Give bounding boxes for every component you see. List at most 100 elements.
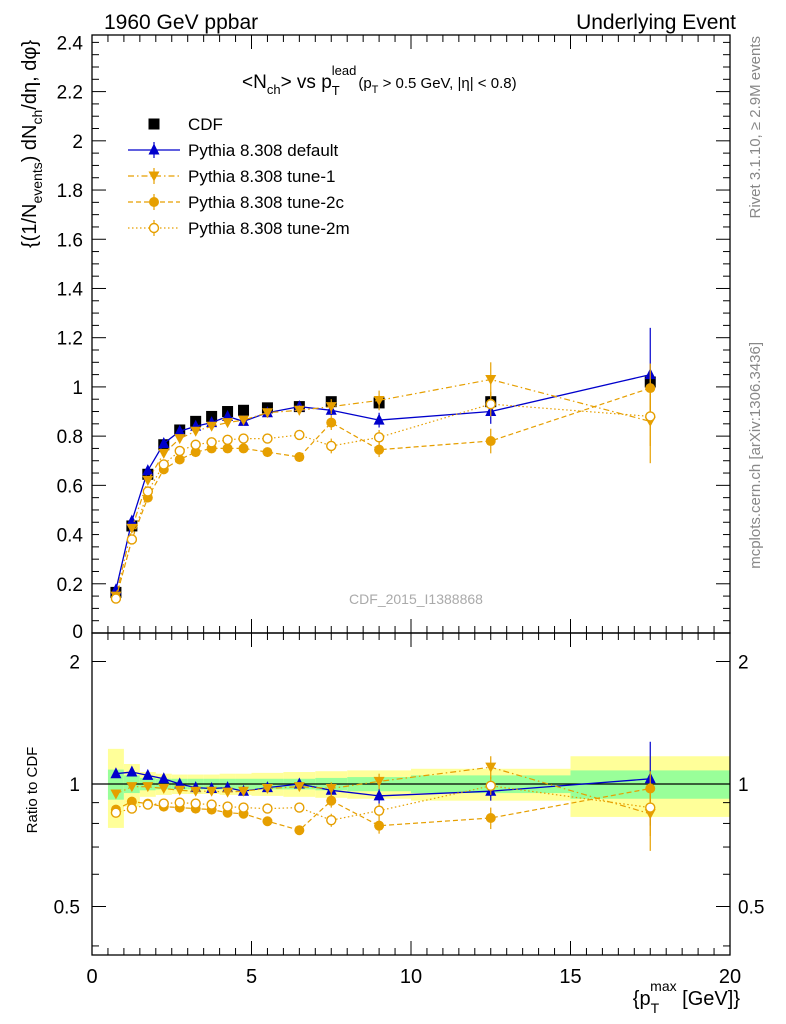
main-point-0-8 (238, 404, 250, 416)
ratio-point-0-0 (110, 767, 122, 779)
ratio-y-tick-label-right-0: 0.5 (738, 897, 764, 918)
mcplots-label: mcplots.cern.ch [arXiv:1306.3436] (747, 342, 764, 569)
x-tick-label-2: 10 (400, 966, 422, 988)
ratio-point-1-1 (126, 782, 138, 793)
ylabel-part-c: /dη, dφ} (19, 40, 41, 110)
main-point-2-3 (158, 448, 170, 459)
ratio-point-1-12 (373, 776, 385, 787)
ratio-point-1-13 (485, 762, 497, 773)
ratio-point-1-7 (222, 787, 234, 798)
main-point-1-3 (158, 437, 170, 449)
main-point-2-9 (261, 408, 273, 419)
main-y-tick-label-0: 0.2 (57, 575, 83, 596)
ratio-panel-marks (110, 741, 656, 851)
ratio-point-3-6 (206, 799, 217, 810)
main-series-line-3 (115, 387, 651, 599)
main-point-4-1 (126, 534, 138, 545)
main-point-2-4 (174, 434, 186, 445)
main-point-2-2 (142, 475, 154, 486)
xlabel-part-b: [GeV]} (677, 988, 741, 1010)
main-point-2-1 (126, 523, 138, 534)
title-part-d: > 0.5 GeV, |η| < 0.8) (378, 75, 516, 92)
main-series-1 (110, 327, 656, 595)
legend-marker-2 (148, 171, 160, 182)
main-point-4-2 (142, 486, 154, 497)
ratio-y-tick-label-left-0: 0.5 (54, 897, 80, 918)
ratio-point-3-3 (158, 798, 169, 809)
ratio-point-1-9 (261, 783, 273, 794)
xlabel-sub: T (651, 1000, 660, 1016)
legend-marker-1 (148, 143, 160, 155)
main-point-4-8 (238, 433, 249, 444)
legend-marker-3 (149, 197, 159, 207)
x-tick-label-3: 15 (559, 966, 581, 988)
ratio-point-0-3 (158, 772, 170, 784)
ratio-point-2-10 (294, 825, 305, 836)
main-series-line-2 (115, 378, 651, 597)
ratio-point-1-5 (190, 786, 202, 797)
ratio-y-tick-label-left-2: 2 (69, 653, 80, 674)
main-point-4-13 (485, 398, 496, 410)
main-y-tick-label-7: 1.6 (57, 230, 83, 251)
main-point-4-0 (110, 593, 122, 604)
ylabel-sub-b: ch (29, 110, 45, 125)
main-point-3-9 (262, 447, 273, 458)
legend-label-3: Pythia 8.308 tune-2c (188, 193, 344, 212)
main-y-tick-label-2: 0.6 (57, 476, 83, 497)
main-y-tick-label-11: 2.4 (57, 33, 84, 54)
main-panel-marks (110, 327, 656, 604)
main-point-2-11 (325, 402, 337, 413)
main-point-4-9 (262, 433, 273, 444)
main-point-2-12 (373, 395, 385, 406)
ratio-point-3-4 (174, 797, 185, 808)
ratio-point-0-2 (142, 768, 154, 780)
ratio-point-3-9 (262, 803, 273, 814)
ratio-y-tick-label-right-1: 1 (738, 775, 749, 796)
ratio-point-2-11 (326, 795, 337, 806)
title-sub-c: T (372, 84, 379, 96)
main-y-tick-label-6: 1.4 (57, 279, 84, 300)
title-part-b: > vs p (281, 72, 332, 93)
title-part-a: <N (242, 72, 267, 93)
ratio-point-3-14 (645, 802, 656, 813)
x-tick-label-4: 20 (719, 966, 741, 988)
title-sub-b: T (332, 83, 340, 98)
main-y-tick-label-5: 1.2 (57, 329, 83, 350)
ylabel-sub-a: events (29, 162, 45, 203)
main-point-1-4 (174, 424, 186, 436)
ratio-point-1-6 (206, 786, 218, 797)
main-point-4-10 (294, 429, 305, 441)
x-tick-label-1: 5 (246, 966, 257, 988)
ratio-point-3-2 (142, 799, 154, 810)
main-y-tick-label-zero: 0 (72, 622, 83, 643)
ratio-point-1-4 (174, 785, 186, 796)
main-point-4-7 (222, 434, 233, 446)
header-left: 1960 GeV ppbar (104, 11, 258, 34)
main-point-2-10 (293, 405, 305, 416)
ratio-point-1-0 (110, 789, 122, 800)
main-y-tick-label-4: 1 (72, 378, 83, 399)
main-y-tick-label-3: 0.8 (57, 427, 83, 448)
main-point-3-8 (238, 443, 249, 454)
main-point-2-6 (206, 421, 218, 432)
ratio-point-0-1 (126, 765, 138, 777)
ratio-point-3-7 (222, 801, 233, 812)
legend-label-4: Pythia 8.308 tune-2m (188, 219, 350, 238)
main-point-3-4 (174, 454, 185, 465)
x-axis-label: {pTmax [GeV]} (633, 978, 741, 1016)
legend-label-0: CDF (188, 115, 223, 134)
ratio-point-0-4 (174, 777, 186, 789)
main-series-2 (110, 362, 656, 602)
ratio-uncertainty-bands (92, 748, 730, 828)
ratio-point-0-12 (373, 789, 385, 801)
main-point-2-13 (485, 375, 497, 386)
ratio-point-3-1 (126, 803, 138, 814)
main-point-1-1 (126, 514, 138, 526)
ratio-y-tick-label-left-1: 1 (69, 775, 80, 796)
main-point-4-12 (373, 432, 385, 443)
main-series-4 (110, 386, 656, 604)
ratio-point-3-5 (190, 798, 201, 809)
main-point-4-6 (206, 437, 217, 448)
